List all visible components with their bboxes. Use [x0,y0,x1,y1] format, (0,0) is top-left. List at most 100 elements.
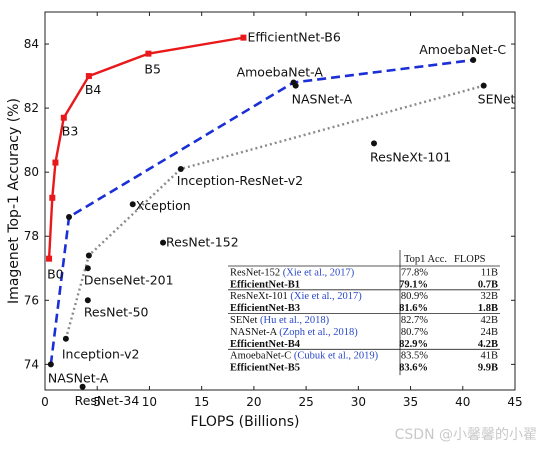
y-tick-label: 76 [24,293,39,307]
y-tick-label: 74 [24,357,39,371]
table-cell-flops: 32B [480,291,498,302]
point-label: B0 [47,267,64,282]
table-header-flops: FLOPS [454,254,486,265]
plot-frame [44,11,516,391]
point-label: B3 [62,124,79,139]
point-label: ResNet-34 [75,393,140,408]
series-point-circle [47,361,54,368]
standalone-point [292,82,299,89]
table-cell-acc: 81.6% [399,303,428,314]
table-cell-ref: (Zoph et al., 2018) [277,327,359,338]
table-cell-acc: 83.6% [399,363,428,374]
series-point-circle [177,165,184,172]
series-point-circle [470,57,477,64]
table-cell-flops: 1.8B [478,303,498,314]
table-cell-acc: 79.1% [399,279,428,290]
series-point-square [60,114,67,121]
watermark-text: CSDN @小馨馨的小翟 [394,427,537,443]
x-tick-label: 40 [455,395,470,409]
point-label: EfficientNet-B6 [247,30,340,45]
x-tick-label: 20 [246,395,261,409]
table-cell-model: EfficientNet-B5 [230,363,300,374]
x-axis-title: FLOPS (Billions) [191,414,300,430]
table-cell-flops: 11B [481,267,498,278]
series-point-circle [85,252,92,259]
table-cell-flops: 24B [480,327,498,338]
x-tick-label: 15 [194,395,209,409]
point-label: B5 [144,62,161,77]
series-line-1 [49,58,474,365]
table-cell-model: ResNeXt-101 (Xie et al., 2017) [230,291,362,302]
standalone-point [160,239,167,246]
x-tick-label: 5 [93,395,101,409]
table-cell-ref: (Cubuk et al., 2019) [291,351,378,362]
point-label: Inception-v2 [62,347,140,362]
table-cell-model: AmoebaNet-C (Cubuk et al., 2019) [230,351,379,362]
standalone-point [129,201,136,208]
y-tick-label: 84 [24,37,39,51]
series-point-square [49,194,56,201]
table-cell-model: SENet (Hu et al., 2018) [230,315,330,326]
point-label: NASNet-A [292,92,353,107]
standalone-point [84,265,91,272]
point-label: ResNet-50 [84,304,149,319]
point-label: Inception-ResNet-v2 [177,173,303,188]
y-tick-label: 82 [24,101,39,115]
table-cell-model: NASNet-A (Zoph et al., 2018) [230,327,358,338]
standalone-point [84,297,91,304]
y-tick-label: 78 [24,229,39,243]
table-cell-ref: (Xie et al., 2017) [280,267,355,278]
table-cell-acc: 82.7% [401,315,428,326]
x-tick-label: 0 [41,395,49,409]
x-tick-label: 45 [507,395,522,409]
y-tick-label: 80 [24,165,39,179]
table-cell-flops: 41B [480,351,498,362]
table-cell-acc: 80.9% [401,291,428,302]
point-label: ResNet-152 [166,235,239,250]
y-axis-title: Imagenet Top-1 Accuracy (%) [6,98,22,304]
table-cell-ref: (Hu et al., 2018) [257,315,329,326]
series-point-square [52,159,59,166]
x-tick-label: 10 [142,395,157,409]
standalone-point [79,383,86,390]
comparison-table: Top1 Acc. FLOPS ResNet-152 (Xie et al., 20… [228,250,500,376]
points-group [46,34,487,390]
series-point-square [145,50,152,57]
table-cell-flops: 42B [480,315,498,326]
series-point-circle [480,82,487,89]
series-point-square [46,255,53,262]
table-cell-acc: 80.7% [401,327,428,338]
table-cell-ref: (Xie et al., 2017) [288,291,363,302]
table-cell-model: EfficientNet-B1 [230,279,300,290]
point-label: AmoebaNet-C [419,42,506,57]
table-cell-model: EfficientNet-B4 [230,339,301,350]
x-tick-label: 30 [351,395,366,409]
point-label: Xception [136,198,191,213]
point-label: AmoebaNet-A [237,64,324,79]
point-label: NASNet-A [48,370,109,385]
series-point-circle [66,214,73,221]
labels-group: B0 B3 B4 B5 EfficientNet-B6 NASNet-A AmoebaNet… [47,30,515,408]
series-point-square [85,73,92,80]
point-label: SENet [478,92,516,107]
table-cell-model: EfficientNet-B3 [230,303,300,314]
series-point-square [240,34,247,41]
point-label: B4 [85,82,102,97]
axes-group: 0 5 10 15 20 25 30 35 40 45 74 76 78 80 82 84 FLOPS (Bil… [6,11,523,430]
x-tick-label: 25 [298,395,313,409]
table-cell-flops: 0.7B [478,279,498,290]
series-point-circle [62,335,69,342]
standalone-point [371,140,377,147]
table-cell-acc: 82.9% [399,339,428,350]
point-label: ResNeXt-101 [370,149,451,164]
table-cell-flops: 9.9B [478,363,498,374]
x-tick-label: 35 [403,395,418,409]
table-cell-model: ResNet-152 (Xie et al., 2017) [230,267,355,278]
table-cell-acc: 77.8% [401,267,428,278]
table-cell-acc: 83.5% [401,351,428,362]
point-label: DenseNet-201 [84,272,174,287]
table-header-acc: Top1 Acc. [404,254,447,265]
table-cell-flops: 4.2B [478,339,498,350]
